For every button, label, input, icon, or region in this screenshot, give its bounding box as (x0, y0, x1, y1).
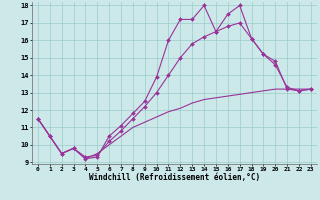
X-axis label: Windchill (Refroidissement éolien,°C): Windchill (Refroidissement éolien,°C) (89, 173, 260, 182)
